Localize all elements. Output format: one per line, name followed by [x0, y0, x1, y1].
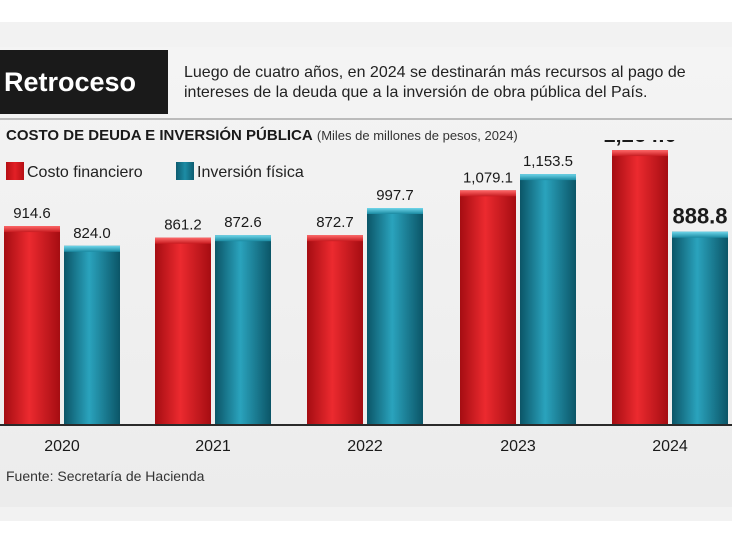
legend-label-inversion: Inversión física — [197, 164, 304, 181]
bar-costo-2020 — [4, 226, 60, 425]
bar-top-inversion-2023 — [520, 174, 576, 181]
bar-inversion-2023 — [520, 174, 576, 425]
header-description: Luego de cuatro años, en 2024 se destina… — [184, 64, 686, 101]
bar-costo-2023 — [460, 190, 516, 425]
top-band — [0, 0, 732, 22]
bars-group: 914.6 824.0 861.2 872.6 872.7 997.7 1,079.1 1,1… — [4, 140, 728, 425]
chart-subtitle: (Miles de millones de pesos, 2024) — [316, 128, 518, 143]
bar-top-inversion-2020 — [64, 245, 120, 252]
legend-swatch-red — [6, 162, 24, 180]
x-tick-2023: 2023 — [500, 438, 536, 455]
data-label-costo-2023: 1,079.1 — [463, 169, 513, 186]
bottom-band — [0, 521, 732, 549]
x-tick-2021: 2021 — [195, 438, 231, 455]
x-tick-2024: 2024 — [652, 438, 688, 455]
source-note: Fuente: Secretaría de Hacienda — [6, 468, 205, 484]
data-label-inversion-2024: 888.8 — [672, 204, 727, 229]
data-label-inversion-2020: 824.0 — [73, 225, 111, 242]
header-title: Retroceso — [0, 50, 168, 114]
data-label-costo-2021: 861.2 — [164, 217, 202, 234]
x-tick-2020: 2020 — [44, 438, 80, 455]
data-label-inversion-2021: 872.6 — [224, 214, 262, 231]
bar-inversion-2021 — [215, 235, 271, 425]
bar-top-costo-2021 — [155, 237, 211, 244]
bar-inversion-2024 — [672, 231, 728, 425]
legend-item-costo: Costo financiero — [6, 162, 143, 182]
bar-top-costo-2024 — [612, 150, 668, 157]
bar-top-inversion-2021 — [215, 235, 271, 242]
bar-top-costo-2020 — [4, 226, 60, 233]
data-label-costo-2022: 872.7 — [316, 214, 354, 231]
divider — [0, 118, 732, 120]
chart-title: COSTO DE DEUDA E INVERSIÓN PÚBLICA — [6, 127, 313, 144]
legend-swatch-teal — [176, 162, 194, 180]
x-tick-2022: 2022 — [347, 438, 383, 455]
data-label-costo-2024: 1,264.0 — [603, 140, 676, 147]
x-tick-labels: 2020 2021 2022 2023 2024 — [44, 438, 688, 455]
data-label-inversion-2022: 997.7 — [376, 187, 414, 204]
bar-inversion-2020 — [64, 245, 120, 425]
legend-item-inversion: Inversión física — [176, 162, 304, 182]
chart-title-block: COSTO DE DEUDA E INVERSIÓN PÚBLICA (Mile… — [6, 127, 726, 144]
data-label-inversion-2023: 1,153.5 — [523, 153, 573, 170]
bar-top-inversion-2022 — [367, 208, 423, 215]
bar-top-inversion-2024 — [672, 231, 728, 238]
bar-costo-2024 — [612, 150, 668, 425]
data-label-costo-2020: 914.6 — [13, 205, 51, 222]
legend-label-costo: Costo financiero — [27, 164, 143, 181]
bar-costo-2021 — [155, 237, 211, 425]
bar-chart: 914.6 824.0 861.2 872.6 872.7 997.7 1,079.1 1,1… — [0, 140, 732, 455]
bar-top-costo-2023 — [460, 190, 516, 197]
bar-costo-2022 — [307, 235, 363, 425]
bar-inversion-2022 — [367, 208, 423, 425]
infographic-card — [0, 47, 732, 507]
bar-top-costo-2022 — [307, 235, 363, 242]
